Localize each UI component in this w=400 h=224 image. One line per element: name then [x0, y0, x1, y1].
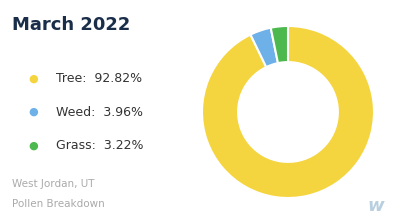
Wedge shape — [250, 28, 278, 67]
Text: March 2022: March 2022 — [12, 16, 130, 34]
Text: Tree:  92.82%: Tree: 92.82% — [56, 72, 142, 85]
Text: w: w — [367, 197, 384, 215]
Text: ●: ● — [28, 107, 38, 117]
Text: Pollen Breakdown: Pollen Breakdown — [12, 199, 105, 209]
Text: Weed:  3.96%: Weed: 3.96% — [56, 106, 143, 118]
Wedge shape — [271, 26, 288, 63]
Text: Grass:  3.22%: Grass: 3.22% — [56, 139, 144, 152]
Text: ●: ● — [28, 141, 38, 151]
Text: ●: ● — [28, 73, 38, 83]
Text: West Jordan, UT: West Jordan, UT — [12, 179, 94, 189]
Wedge shape — [202, 26, 374, 198]
